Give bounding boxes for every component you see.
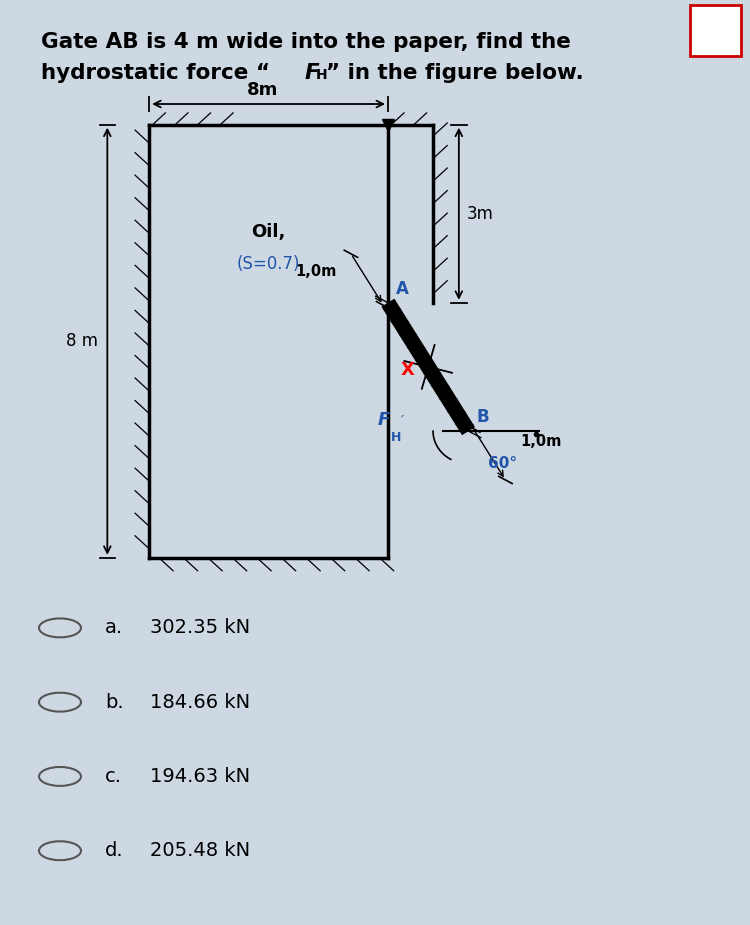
Text: 184.66 kN: 184.66 kN xyxy=(150,693,250,711)
Text: 205.48 kN: 205.48 kN xyxy=(150,841,250,860)
Text: ′: ′ xyxy=(401,413,404,427)
Text: 3m: 3m xyxy=(466,204,494,223)
Text: c.: c. xyxy=(105,767,122,786)
Text: B: B xyxy=(476,408,489,426)
Text: 1,0m: 1,0m xyxy=(295,264,336,278)
Text: (S=0.7): (S=0.7) xyxy=(237,255,300,273)
Text: F: F xyxy=(377,412,389,429)
Text: Gate AB is 4 m wide into the paper, find the: Gate AB is 4 m wide into the paper, find… xyxy=(41,32,572,53)
Text: Oil,: Oil, xyxy=(251,223,286,240)
Text: 194.63 kN: 194.63 kN xyxy=(150,767,250,786)
Text: hydrostatic force “: hydrostatic force “ xyxy=(41,63,270,83)
Text: 1,0m: 1,0m xyxy=(520,435,562,450)
Text: b.: b. xyxy=(105,693,124,711)
Text: 8 m: 8 m xyxy=(66,332,98,351)
Text: X: X xyxy=(400,361,415,379)
Text: F: F xyxy=(304,63,320,83)
Text: A: A xyxy=(396,280,409,298)
Text: 8m: 8m xyxy=(247,81,278,99)
Text: ” in the figure below.: ” in the figure below. xyxy=(326,63,584,83)
Text: H: H xyxy=(391,431,401,444)
Text: a.: a. xyxy=(105,619,123,637)
Text: 60°: 60° xyxy=(488,456,517,471)
Text: H: H xyxy=(316,68,327,81)
Text: 302.35 kN: 302.35 kN xyxy=(150,619,250,637)
Text: d.: d. xyxy=(105,841,124,860)
